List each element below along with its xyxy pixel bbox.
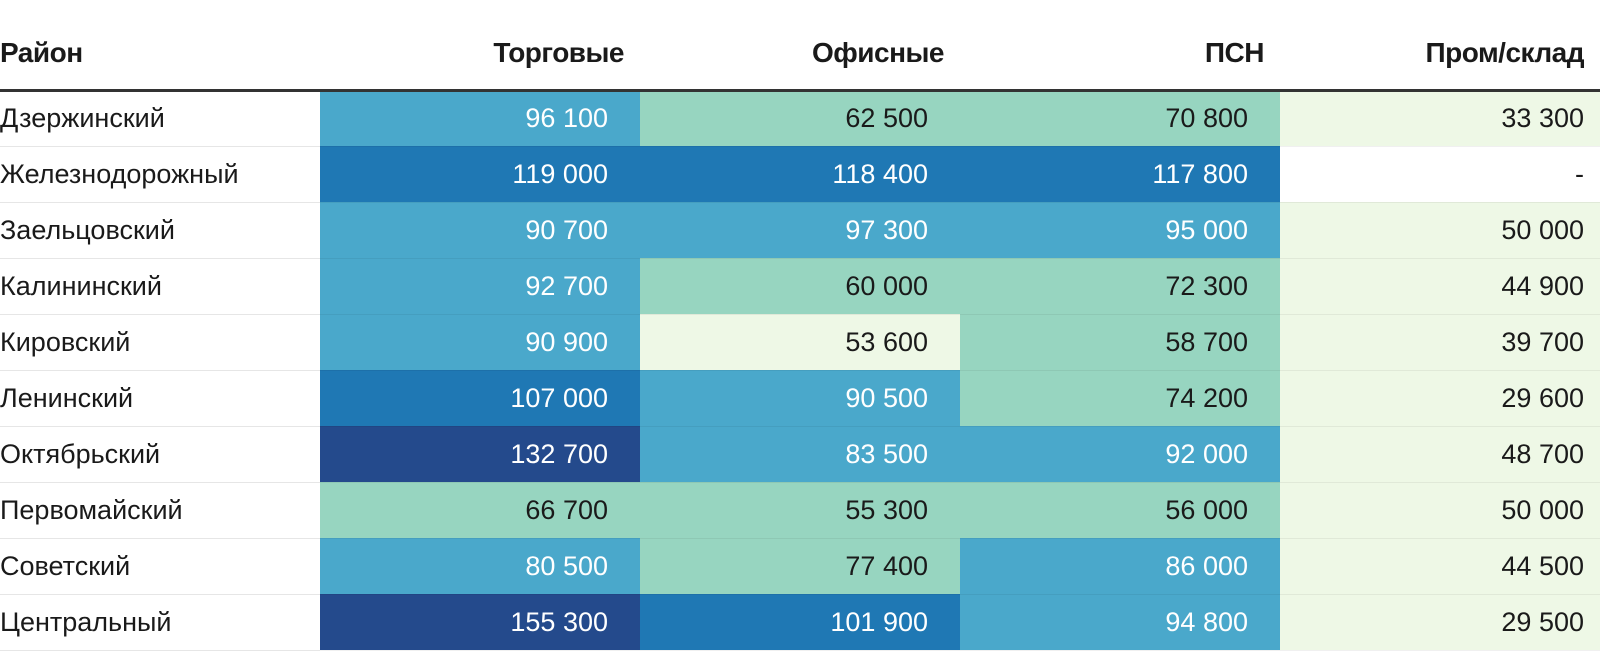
heatmap-cell: 29 600 <box>1280 370 1600 427</box>
heatmap-cell: 74 200 <box>960 370 1280 427</box>
district-name: Первомайский <box>0 482 320 539</box>
district-name: Дзержинский <box>0 90 320 147</box>
heatmap-cell: 60 000 <box>640 258 960 315</box>
heatmap-cell: 90 900 <box>320 314 640 371</box>
table-row: Октябрьский 132 700 83 500 92 000 48 700 <box>0 426 1600 483</box>
heatmap-cell: 48 700 <box>1280 426 1600 483</box>
column-header-3: ПСН <box>960 0 1280 92</box>
heatmap-cell: 117 800 <box>960 146 1280 203</box>
table-row: Калининский 92 700 60 000 72 300 44 900 <box>0 258 1600 315</box>
heatmap-cell: 50 000 <box>1280 202 1600 259</box>
district-name: Октябрьский <box>0 426 320 483</box>
heatmap-cell: 101 900 <box>640 594 960 651</box>
heatmap-cell: 56 000 <box>960 482 1280 539</box>
heatmap-cell: 80 500 <box>320 538 640 595</box>
table-row: Ленинский 107 000 90 500 74 200 29 600 <box>0 370 1600 427</box>
table-row: Советский 80 500 77 400 86 000 44 500 <box>0 538 1600 595</box>
district-name: Кировский <box>0 314 320 371</box>
table-body: Дзержинский 96 100 62 500 70 800 33 300 Желез… <box>0 90 1600 651</box>
column-header-2: Офисные <box>640 0 960 92</box>
column-header-0: Район <box>0 0 320 92</box>
heatmap-cell: 83 500 <box>640 426 960 483</box>
heatmap-cell: 96 100 <box>320 90 640 147</box>
header-row: Район Торговые Офисные ПСН Пром/склад <box>0 0 1600 92</box>
heatmap-cell: 55 300 <box>640 482 960 539</box>
heatmap-cell: 50 000 <box>1280 482 1600 539</box>
district-name: Центральный <box>0 594 320 651</box>
heatmap-cell: 107 000 <box>320 370 640 427</box>
column-header-4: Пром/склад <box>1280 0 1600 92</box>
heatmap-cell: 62 500 <box>640 90 960 147</box>
district-name: Калининский <box>0 258 320 315</box>
heatmap-cell: 119 000 <box>320 146 640 203</box>
table-row: Дзержинский 96 100 62 500 70 800 33 300 <box>0 90 1600 147</box>
district-name: Заельцовский <box>0 202 320 259</box>
heatmap-cell: 90 700 <box>320 202 640 259</box>
table-row: Центральный 155 300 101 900 94 800 29 500 <box>0 594 1600 651</box>
district-name: Ленинский <box>0 370 320 427</box>
heatmap-cell: 77 400 <box>640 538 960 595</box>
heatmap-cell: 132 700 <box>320 426 640 483</box>
heatmap-cell: 33 300 <box>1280 90 1600 147</box>
heatmap-cell: 29 500 <box>1280 594 1600 651</box>
heatmap-cell: 97 300 <box>640 202 960 259</box>
heatmap-cell: 66 700 <box>320 482 640 539</box>
heatmap-cell: 94 800 <box>960 594 1280 651</box>
table-row: Кировский 90 900 53 600 58 700 39 700 <box>0 314 1600 371</box>
heatmap-cell: 44 900 <box>1280 258 1600 315</box>
district-name: Советский <box>0 538 320 595</box>
heatmap-cell: 58 700 <box>960 314 1280 371</box>
heatmap-cell: 92 000 <box>960 426 1280 483</box>
heatmap-cell: 72 300 <box>960 258 1280 315</box>
heatmap-cell: 86 000 <box>960 538 1280 595</box>
heatmap-cell: 90 500 <box>640 370 960 427</box>
table-row: Заельцовский 90 700 97 300 95 000 50 000 <box>0 202 1600 259</box>
heatmap-cell: 155 300 <box>320 594 640 651</box>
heatmap-cell: 118 400 <box>640 146 960 203</box>
heatmap-cell: - <box>1280 146 1600 203</box>
heatmap-cell: 70 800 <box>960 90 1280 147</box>
heatmap-cell: 44 500 <box>1280 538 1600 595</box>
table-row: Первомайский 66 700 55 300 56 000 50 000 <box>0 482 1600 539</box>
table-row: Железнодорожный 119 000 118 400 117 800- <box>0 146 1600 203</box>
heatmap-cell: 92 700 <box>320 258 640 315</box>
table-header: Район Торговые Офисные ПСН Пром/склад <box>0 0 1600 92</box>
heatmap-cell: 53 600 <box>640 314 960 371</box>
heatmap-cell: 95 000 <box>960 202 1280 259</box>
district-name: Железнодорожный <box>0 146 320 203</box>
column-header-1: Торговые <box>320 0 640 92</box>
heatmap-cell: 39 700 <box>1280 314 1600 371</box>
